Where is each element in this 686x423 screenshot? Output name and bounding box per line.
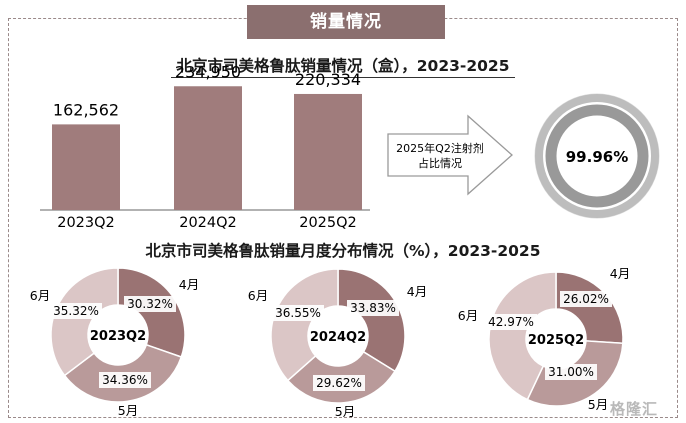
donut-2023Q2-slice-6月 — [50, 267, 119, 377]
donut-center-label: 2025Q2 — [528, 333, 584, 348]
ring-center-label: 99.96% — [566, 148, 628, 166]
donut-value-label: 34.36% — [102, 373, 148, 387]
donut-value-label: 26.02% — [563, 292, 609, 306]
bar-category-label: 2024Q2 — [179, 215, 237, 231]
donut-value-box — [560, 291, 612, 307]
bar-value-label: 162,562 — [53, 100, 119, 119]
bar-value-label: 220,334 — [295, 70, 361, 89]
bar-2024Q2 — [174, 86, 242, 210]
watermark-text: 格隆汇 — [610, 400, 659, 418]
donut-value-box — [124, 296, 176, 312]
bar-category-label: 2025Q2 — [299, 215, 357, 231]
donut-month-label: 6月 — [30, 288, 50, 303]
donut-month-label: 4月 — [179, 277, 199, 292]
bar-category-label: 2023Q2 — [57, 215, 115, 231]
donut-value-box — [99, 372, 151, 388]
donut-value-label: 29.62% — [316, 376, 362, 390]
donut-value-box — [485, 314, 537, 330]
bar-chart-title: 北京市司美格鲁肽销量情况（盒），2023-2025 — [0, 54, 686, 78]
donut-value-label: 30.32% — [127, 297, 173, 311]
donut-value-box — [347, 300, 399, 316]
ring-share-arc — [545, 104, 649, 208]
donut-month-label: 6月 — [248, 288, 268, 303]
section-banner: 销量情况 — [247, 5, 445, 39]
donut-chart-title: 北京市司美格鲁肽销量月度分布情况（%），2023-2025 — [0, 239, 686, 262]
donut-value-label: 36.55% — [275, 306, 321, 320]
donut-month-label: 4月 — [407, 284, 427, 299]
donut-value-box — [272, 305, 324, 321]
donut-month-label: 5月 — [118, 403, 138, 418]
donut-value-label: 35.32% — [53, 304, 99, 318]
donut-chart-title-text: 北京市司美格鲁肽销量月度分布情况（%），2023-2025 — [145, 242, 541, 260]
donut-value-label: 42.97% — [488, 315, 534, 329]
callout-text-line1: 2025年Q2注射剂 — [396, 141, 484, 155]
donut-2025Q2-slice-4月 — [555, 271, 624, 345]
donut-month-label: 4月 — [610, 266, 630, 281]
donut-2025Q2-slice-6月 — [488, 271, 557, 401]
donut-value-box — [313, 375, 365, 391]
donut-value-label: 33.83% — [350, 301, 396, 315]
callout-text-line2: 占比情况 — [418, 156, 462, 170]
bar-2023Q2 — [52, 124, 120, 210]
bar-2025Q2 — [294, 93, 362, 210]
donut-center-label: 2023Q2 — [90, 329, 146, 344]
donut-value-box — [545, 364, 597, 380]
donut-month-label: 6月 — [458, 308, 478, 323]
donut-center-label: 2024Q2 — [310, 330, 366, 345]
donut-month-label: 5月 — [335, 404, 355, 419]
bar-value-label: 234,950 — [175, 62, 241, 81]
donut-month-label: 5月 — [588, 397, 608, 412]
callout-arrow — [387, 114, 513, 196]
donut-value-label: 31.00% — [548, 365, 594, 379]
bar-chart-title-text: 北京市司美格鲁肽销量情况（盒），2023-2025 — [170, 54, 516, 78]
ring-outer — [535, 94, 659, 218]
donut-value-box — [50, 303, 102, 319]
donut-2024Q2-slice-6月 — [270, 268, 339, 382]
